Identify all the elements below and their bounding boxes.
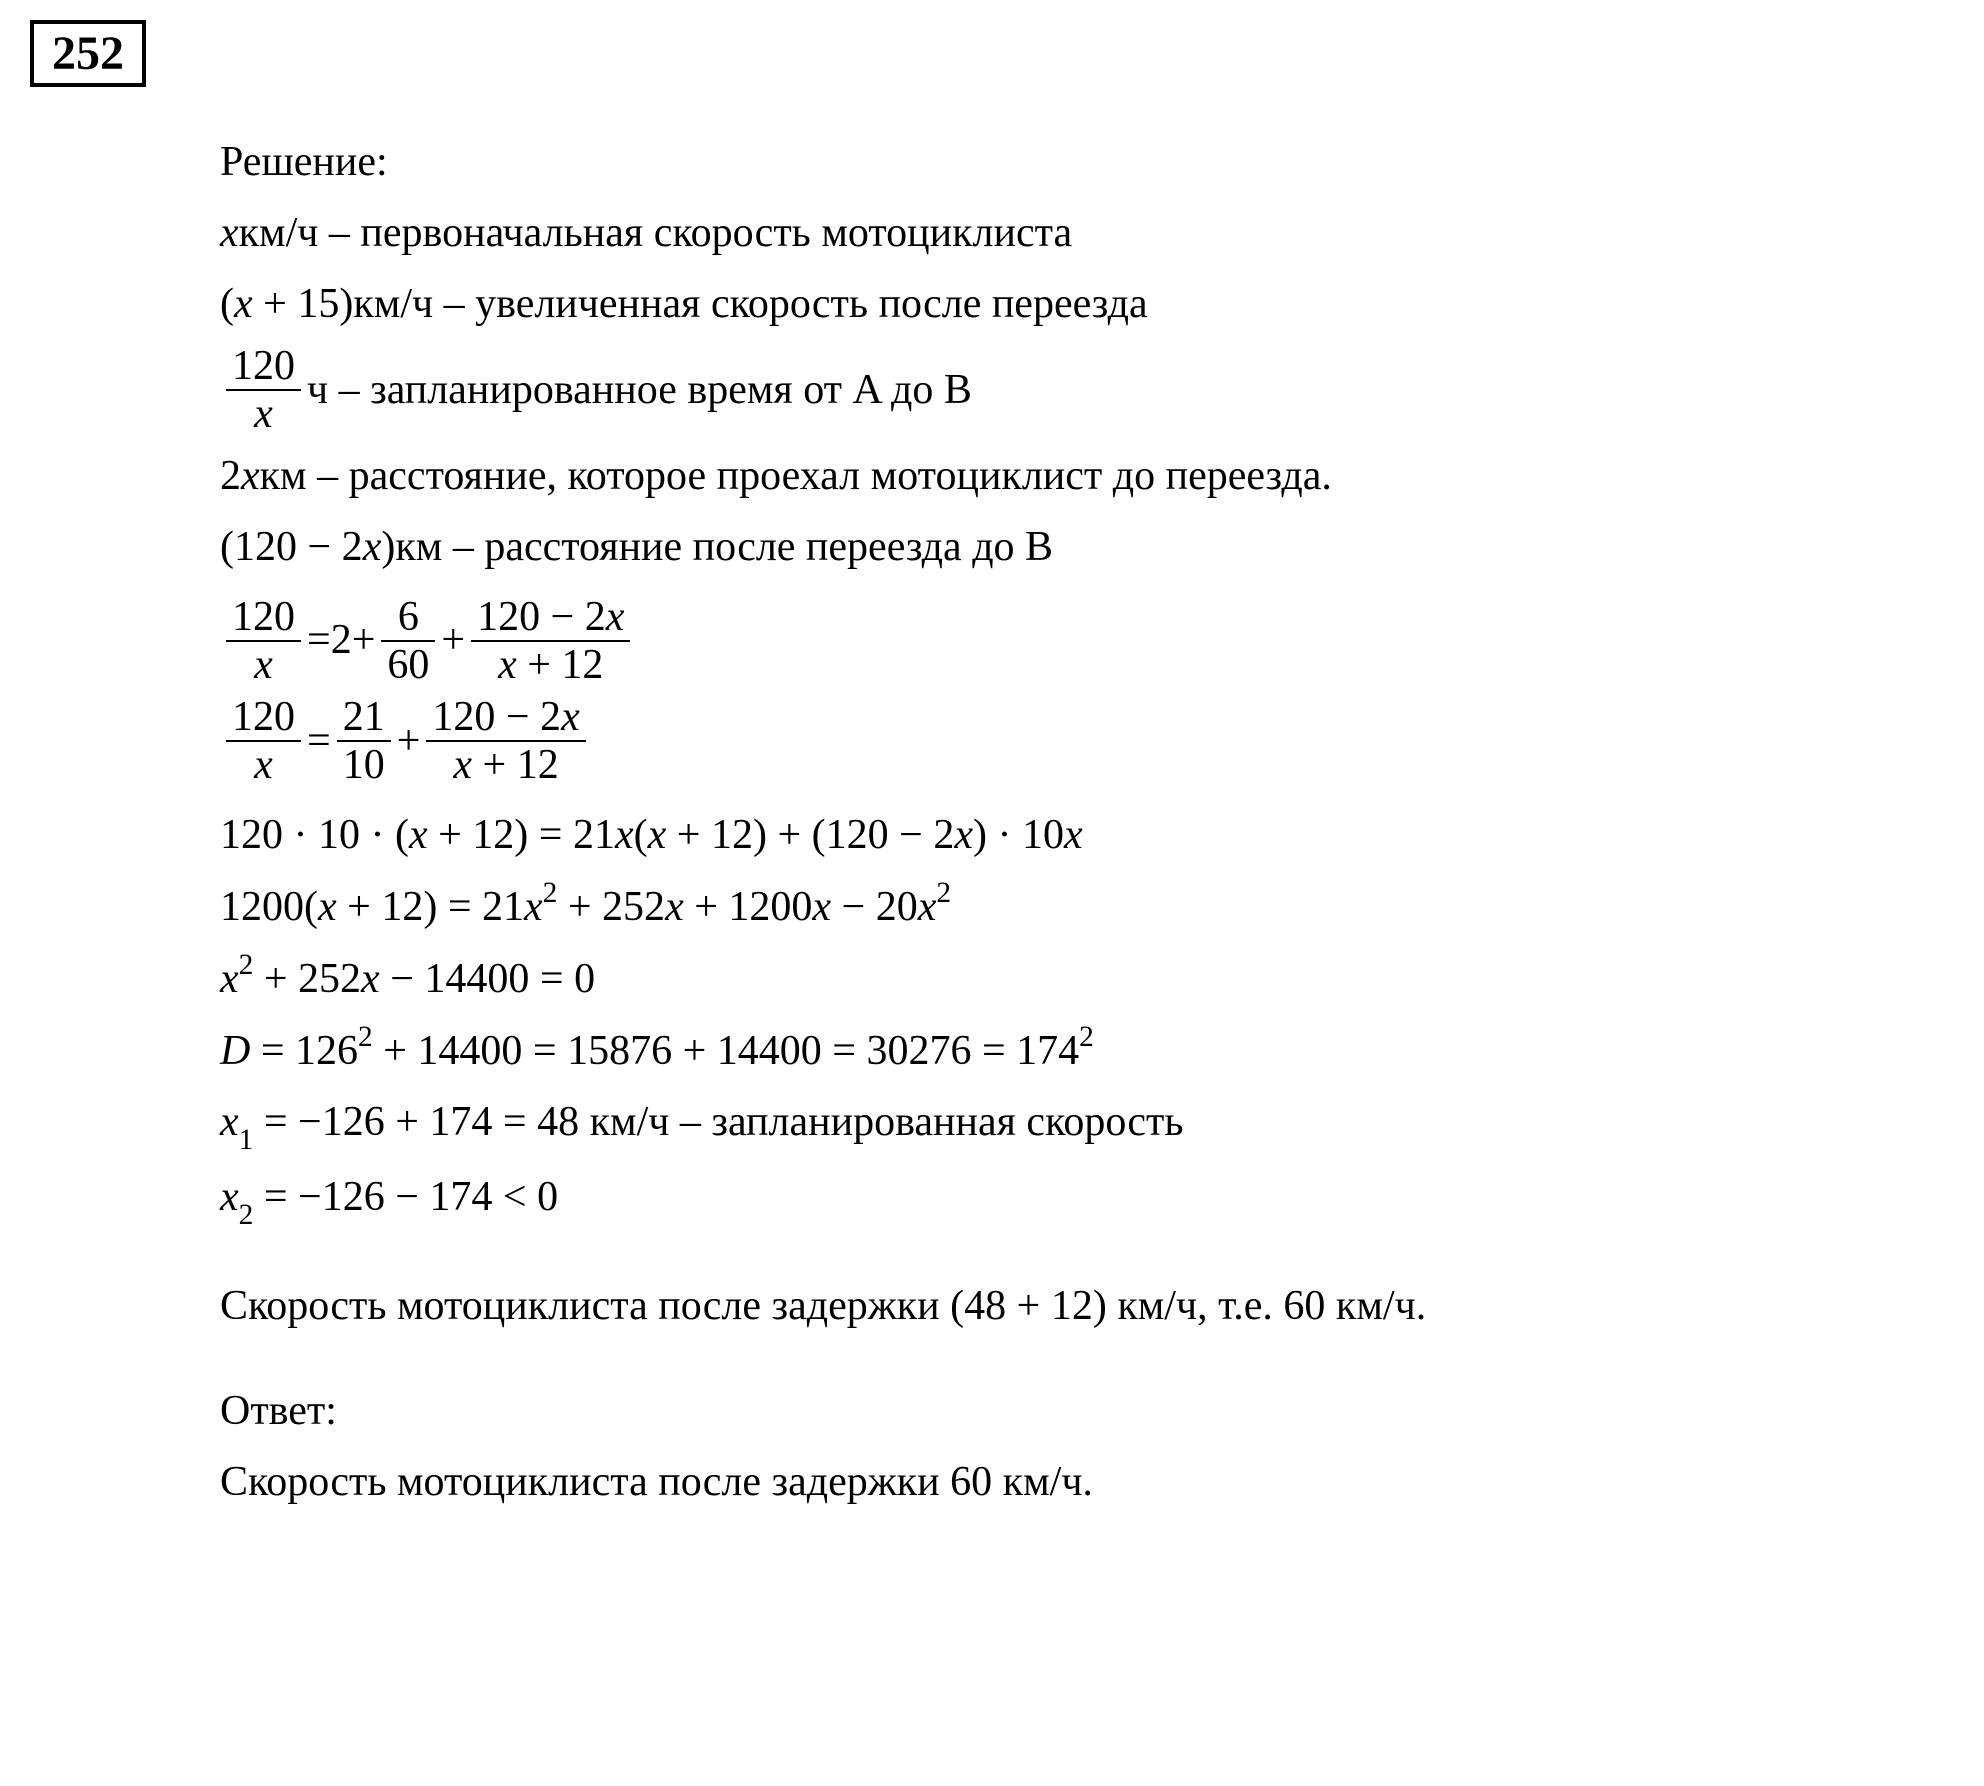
eq1-lhs-den: x — [248, 642, 279, 688]
eq1-frac2-num: 120 − 2x — [471, 594, 630, 640]
equals: = — [307, 608, 331, 673]
eq1-frac1-den: 60 — [381, 642, 435, 688]
equation-8: x2 = −126 − 174 < 0 — [220, 1165, 1920, 1234]
equation-7: x1 = −126 + 174 = 48 км/ч – запланирован… — [220, 1090, 1920, 1159]
eq2-frac1: 21 10 — [337, 694, 391, 788]
eq1-rhs-a: 2 — [331, 608, 352, 673]
line-initial-speed: x км/ч – первоначальная скорость мотоцик… — [220, 201, 1920, 266]
equation-5: x2 + 252x − 14400 = 0 — [220, 946, 1920, 1012]
eq1-lhs-num: 120 — [226, 594, 301, 640]
line-planned-time: 120 x ч – запланированное время от A до … — [220, 343, 1920, 437]
var-x: x — [220, 201, 239, 266]
eq2-lhs-num: 120 — [226, 694, 301, 740]
expr-2x-var: x — [241, 444, 260, 509]
eq2-frac1-num: 21 — [337, 694, 391, 740]
equation-6: D = 1262 + 14400 = 15876 + 14400 = 30276… — [220, 1018, 1920, 1084]
conclusion: Скорость мотоциклиста после задержки (48… — [220, 1274, 1920, 1339]
expr-x-plus-15: (x + 15) — [220, 272, 353, 337]
eq2-frac2-den: x + 12 — [447, 742, 564, 788]
expr-2x-pre: 2 — [220, 444, 241, 509]
text-increased-speed: км/ч – увеличенная скорость после переез… — [353, 272, 1147, 337]
equation-3: 120 · 10 · (x + 12) = 21x(x + 12) + (120… — [220, 803, 1920, 868]
plus: + — [397, 709, 421, 774]
text-initial-speed: км/ч – первоначальная скорость мотоцикли… — [239, 201, 1072, 266]
eq8-text: x2 = −126 − 174 < 0 — [220, 1165, 558, 1234]
eq3-text: 120 · 10 · (x + 12) = 21x(x + 12) + (120… — [220, 803, 1083, 868]
solution-header: Решение: — [220, 130, 1920, 195]
equation-4: 1200(x + 12) = 21x2 + 252x + 1200x − 20x… — [220, 874, 1920, 940]
line-increased-speed: (x + 15) км/ч – увеличенная скорость пос… — [220, 272, 1920, 337]
text-planned-time: ч – запланированное время от A до B — [307, 358, 972, 423]
frac-num: 120 — [226, 343, 301, 389]
eq1-frac2-den: x + 12 — [492, 642, 609, 688]
solution-body: Решение: x км/ч – первоначальная скорост… — [220, 130, 1920, 1521]
eq4-text: 1200(x + 12) = 21x2 + 252x + 1200x − 20x… — [220, 874, 951, 940]
eq2-frac2-num: 120 − 2x — [426, 694, 585, 740]
line-distance-before: 2x км – расстояние, которое проехал мото… — [220, 444, 1920, 509]
eq2-frac1-den: 10 — [337, 742, 391, 788]
eq2-lhs-den: x — [248, 742, 279, 788]
answer-header: Ответ: — [220, 1379, 1920, 1444]
text-distance-before: км – расстояние, которое проехал мотоцик… — [260, 444, 1332, 509]
eq6-text: D = 1262 + 14400 = 15876 + 14400 = 30276… — [220, 1018, 1094, 1084]
problem-number: 252 — [30, 20, 146, 87]
eq7-text: x1 = −126 + 174 = 48 км/ч – запланирован… — [220, 1090, 1184, 1159]
eq2-lhs: 120 x — [226, 694, 301, 788]
frac-den: x — [248, 391, 279, 437]
eq1-frac2: 120 − 2x x + 12 — [471, 594, 630, 688]
plus: + — [441, 608, 465, 673]
expr-120-minus-2x: (120 − 2x) — [220, 515, 395, 580]
equation-2: 120 x = 21 10 + 120 − 2x x + 12 — [220, 694, 1920, 788]
eq2-frac2: 120 − 2x x + 12 — [426, 694, 585, 788]
eq1-frac1: 6 60 — [381, 594, 435, 688]
eq1-lhs: 120 x — [226, 594, 301, 688]
eq1-frac1-num: 6 — [392, 594, 425, 640]
frac-120-over-x: 120 x — [226, 343, 301, 437]
plus: + — [352, 608, 376, 673]
answer-text: Скорость мотоциклиста после задержки 60 … — [220, 1450, 1920, 1515]
line-distance-after: (120 − 2x) км – расстояние после переезд… — [220, 515, 1920, 580]
equals: = — [307, 709, 331, 774]
equation-1: 120 x = 2 + 6 60 + 120 − 2x x + 12 — [220, 594, 1920, 688]
text-distance-after: км – расстояние после переезда до B — [395, 515, 1053, 580]
eq5-text: x2 + 252x − 14400 = 0 — [220, 946, 595, 1012]
